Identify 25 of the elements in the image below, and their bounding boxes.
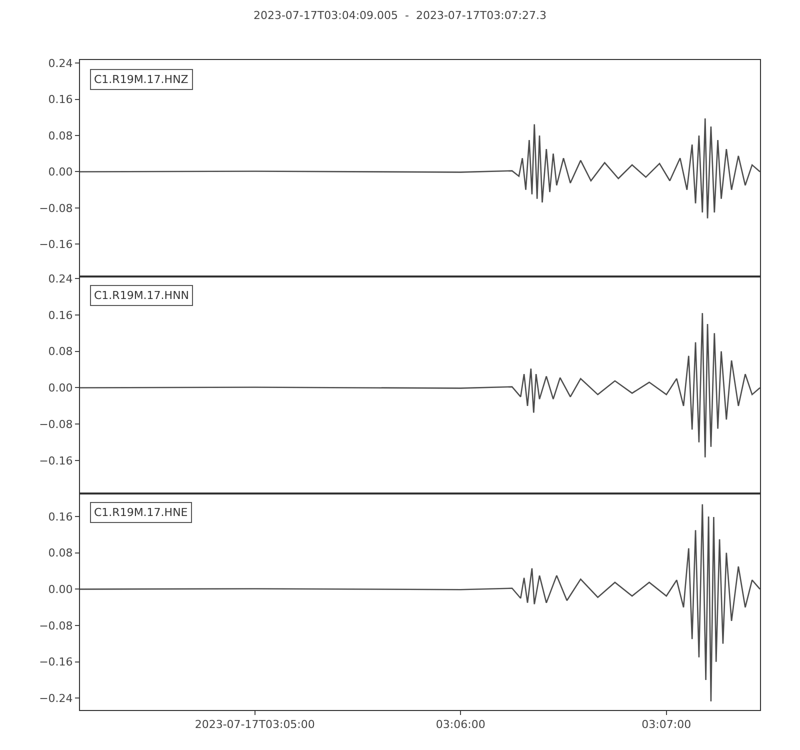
y-tick-label: 0.00 [48,166,73,179]
x-tick-label: 2023-07-17T03:05:00 [194,718,315,732]
chart-title: 2023-07-17T03:04:09.005 - 2023-07-17T03:07:27.3 [253,8,547,22]
annotation: C1.R19M.17.HNZ [94,73,189,86]
y-tick-label: −0.16 [39,454,73,468]
annotation: C1.R19M.17.HNN [94,289,190,302]
y-tick-label: −0.24 [39,692,73,706]
y-tick-label: 0.00 [48,583,73,596]
y-tick-label: 0.08 [48,129,73,142]
y-tick-label: 0.16 [48,93,73,106]
y-tick-label: 0.08 [48,546,73,560]
x-tick-label: 03:07:00 [642,718,692,732]
y-tick-label: 0.00 [48,382,73,395]
y-tick-label: −0.08 [39,619,73,632]
y-tick-label: 0.16 [48,308,73,322]
y-tick-label: −0.16 [39,656,73,669]
y-tick-label: −0.16 [39,238,73,251]
x-tick-label: 03:06:00 [436,718,486,732]
y-tick-label: −0.08 [39,418,73,431]
y-tick-label: −0.08 [39,202,73,215]
y-tick-label: 0.24 [48,57,73,70]
annotation: C1.R19M.17.HNE [94,506,188,519]
y-tick-label: 0.08 [48,345,73,358]
y-tick-label: 0.16 [48,510,73,524]
y-tick-label: 0.24 [48,272,73,286]
